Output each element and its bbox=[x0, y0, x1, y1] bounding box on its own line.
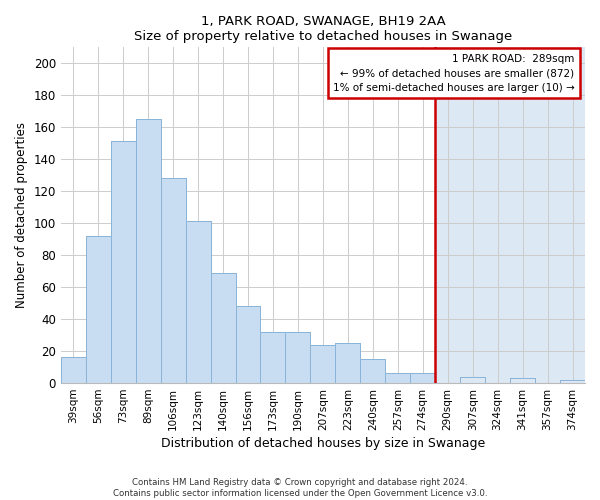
X-axis label: Distribution of detached houses by size in Swanage: Distribution of detached houses by size … bbox=[161, 437, 485, 450]
Bar bbox=[560, 380, 585, 383]
Bar bbox=[260, 332, 286, 383]
Bar bbox=[510, 378, 535, 383]
Bar bbox=[61, 358, 86, 383]
Bar bbox=[111, 142, 136, 383]
Bar bbox=[310, 344, 335, 383]
Bar bbox=[310, 344, 335, 383]
Bar bbox=[361, 359, 385, 383]
Text: 1 PARK ROAD:  289sqm
← 99% of detached houses are smaller (872)
1% of semi-detac: 1 PARK ROAD: 289sqm ← 99% of detached ho… bbox=[333, 54, 575, 94]
Bar bbox=[86, 236, 111, 383]
Bar bbox=[136, 119, 161, 383]
Bar bbox=[185, 222, 211, 383]
Bar bbox=[161, 178, 185, 383]
Bar bbox=[335, 343, 361, 383]
Bar bbox=[161, 178, 185, 383]
Bar bbox=[86, 236, 111, 383]
Bar bbox=[410, 374, 435, 383]
Bar bbox=[385, 374, 410, 383]
Bar bbox=[460, 376, 485, 383]
Bar bbox=[385, 374, 410, 383]
Y-axis label: Number of detached properties: Number of detached properties bbox=[15, 122, 28, 308]
Bar bbox=[236, 306, 260, 383]
Bar bbox=[510, 378, 535, 383]
Bar bbox=[460, 376, 485, 383]
Bar bbox=[111, 142, 136, 383]
Bar bbox=[286, 332, 310, 383]
Bar bbox=[136, 119, 161, 383]
Bar bbox=[286, 332, 310, 383]
Text: Contains HM Land Registry data © Crown copyright and database right 2024.
Contai: Contains HM Land Registry data © Crown c… bbox=[113, 478, 487, 498]
Bar bbox=[211, 272, 236, 383]
Bar bbox=[260, 332, 286, 383]
Bar bbox=[410, 374, 435, 383]
Bar bbox=[211, 272, 236, 383]
Title: 1, PARK ROAD, SWANAGE, BH19 2AA
Size of property relative to detached houses in : 1, PARK ROAD, SWANAGE, BH19 2AA Size of … bbox=[134, 15, 512, 43]
Bar bbox=[236, 306, 260, 383]
Bar bbox=[185, 222, 211, 383]
Bar bbox=[361, 359, 385, 383]
Bar bbox=[560, 380, 585, 383]
Bar bbox=[335, 343, 361, 383]
Bar bbox=[435, 47, 585, 383]
Bar bbox=[61, 358, 86, 383]
